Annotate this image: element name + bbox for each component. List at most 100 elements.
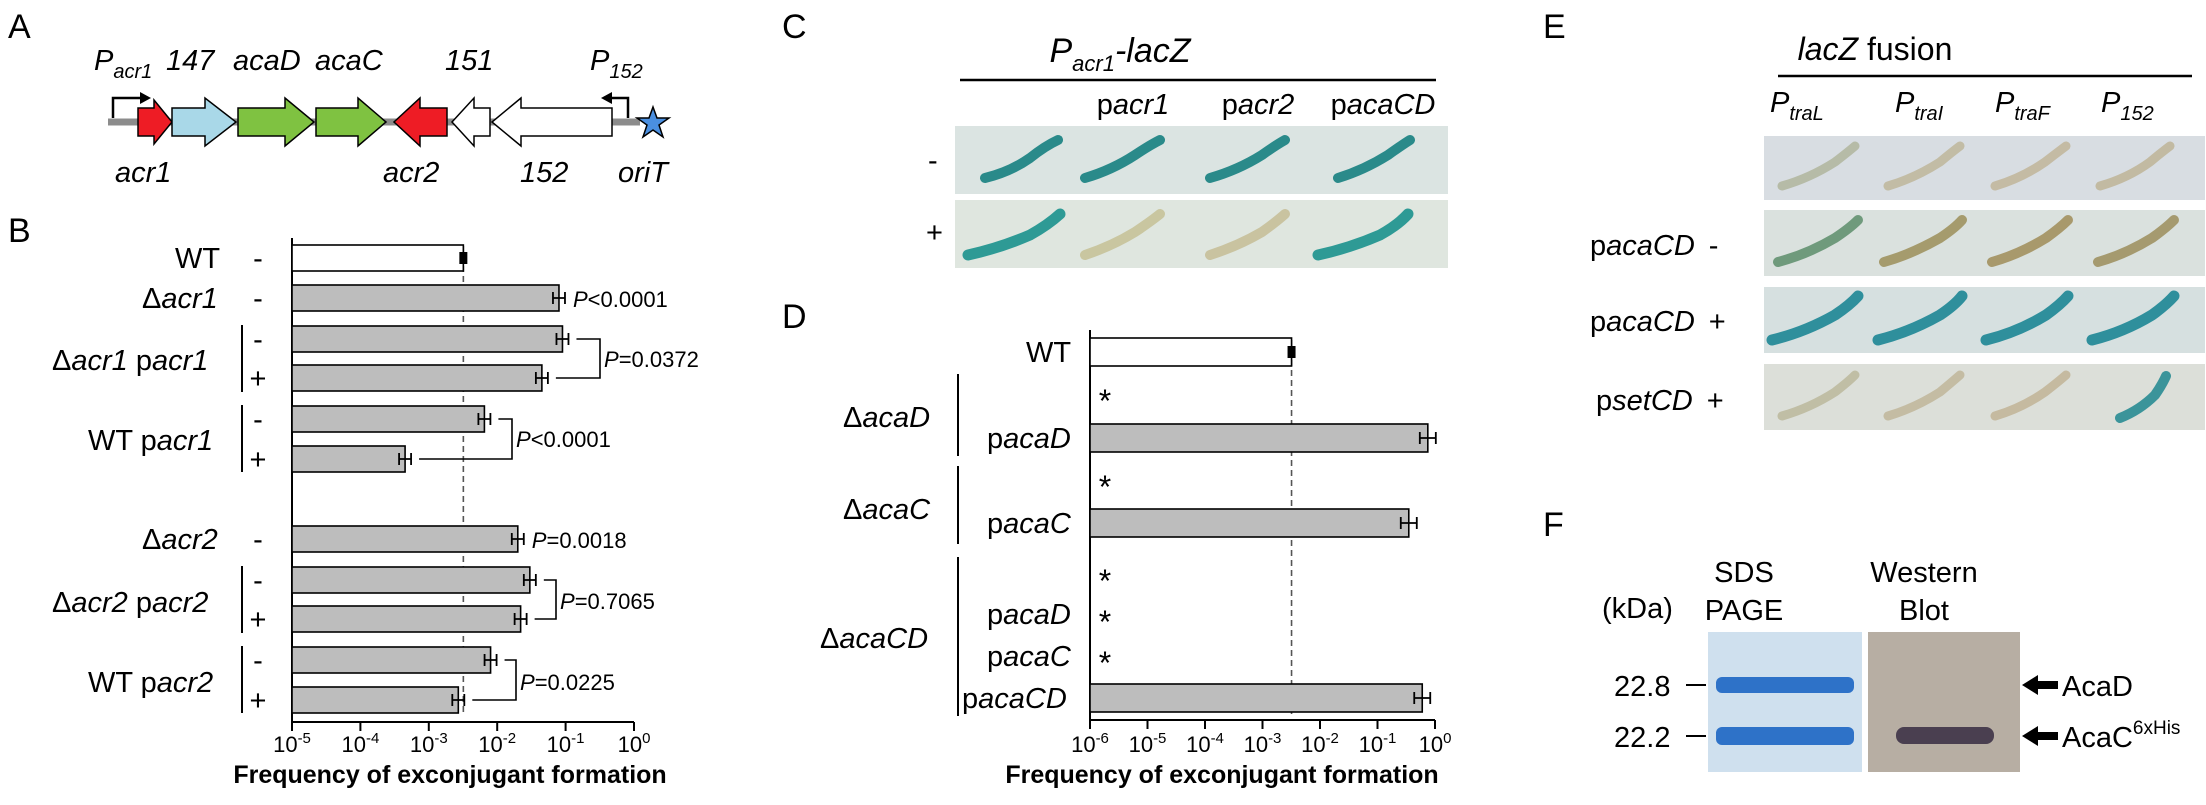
x-tick-label: 10-2: [1301, 730, 1339, 757]
colony-streak: [1777, 370, 1860, 421]
arrow-left-icon: [2022, 726, 2058, 746]
plate-row-e-pacacd-plus: [1764, 287, 2205, 353]
group-dacac: ΔacaC: [843, 494, 931, 526]
colony-streak: [2093, 215, 2179, 267]
colony-streak: [1990, 370, 2071, 421]
plate-row-e-pacacd-minus: [1764, 210, 2205, 276]
strain-dacr2-pacr2: Δacr2 pacr2: [52, 587, 208, 619]
label-gene-152: 152: [520, 157, 568, 189]
undetectable-star: *: [1099, 563, 1111, 599]
p-value-label: P=0.0225: [520, 670, 615, 695]
gene-acr1: [137, 97, 173, 147]
bar: [1089, 423, 1429, 453]
colony-streak: [1990, 141, 2071, 191]
undetectable-star: *: [1099, 645, 1111, 681]
undetectable-star: *: [1099, 604, 1111, 640]
promoter-arrow-acr1: [111, 96, 140, 118]
bar: [291, 445, 406, 473]
row-sign: -: [253, 565, 263, 597]
colony-streak: [1205, 135, 1290, 183]
plasmid-pacad: pacaD: [987, 599, 1071, 631]
label-gene-147: 147: [166, 45, 216, 77]
colony-streak: [1766, 290, 1864, 346]
group-dacad: ΔacaD: [843, 402, 930, 434]
band-label-acac: AcaC6xHis: [2062, 718, 2180, 754]
p-value-label: P<0.0001: [573, 287, 668, 312]
panel-letter-c: C: [782, 8, 807, 46]
row-label-pacacd-minus: pacaCD -: [1590, 230, 1718, 262]
gene-acr2: [392, 96, 448, 148]
x-tick-label: 10-5: [1129, 730, 1167, 757]
promoter-arrowhead-152: [601, 92, 612, 104]
label-promoter-acr1: Pacr1: [94, 45, 152, 83]
error-bar: [552, 292, 566, 304]
gene-151: [450, 96, 491, 148]
label-oriT: oriT: [618, 157, 670, 189]
strain-dacr2: Δacr2: [142, 524, 218, 556]
error-bar: [522, 574, 537, 586]
error-bar: [483, 654, 498, 666]
colony-streak: [1080, 209, 1165, 260]
error-bar: [534, 372, 549, 384]
label-gene-151: 151: [445, 45, 493, 77]
colony-streak: [1883, 141, 1965, 191]
row-sign: +: [250, 685, 267, 717]
label-gene-acr1: acr1: [115, 157, 171, 189]
col-header-ptraf: PtraF: [1995, 87, 2052, 125]
panel-e-title: lacZ fusion: [1798, 31, 1953, 67]
strain-wt-d: WT: [1026, 337, 1071, 369]
panel-letter-b: B: [8, 212, 31, 250]
colony-streak: [1879, 215, 1967, 267]
colony-streak: [1312, 208, 1414, 261]
panel-letter-d: D: [782, 298, 807, 336]
gene-147: [171, 96, 238, 148]
label-gene-acaD: acaD: [233, 45, 301, 77]
significance-bracket: [472, 659, 517, 701]
colony-streak: [2086, 290, 2180, 346]
x-tick-label: 10-6: [1071, 730, 1109, 757]
arrow-left-icon: [2022, 675, 2058, 695]
p-value-label: P=0.7065: [560, 589, 655, 614]
strain-wt: WT: [175, 243, 220, 275]
gene-152: [490, 96, 613, 148]
agar-plate: [1764, 136, 2205, 200]
error-bar: [555, 333, 570, 345]
row-sign: +: [250, 444, 267, 476]
sds-page-gel: [1708, 632, 1862, 772]
col-header-ptrai: PtraI: [1895, 87, 1944, 125]
group-dacacd: ΔacaCD: [820, 623, 928, 655]
bar: [291, 284, 560, 312]
row-sign-plus: +: [926, 217, 943, 249]
colony-streak: [980, 135, 1063, 183]
plasmid-pacac: pacaC: [987, 641, 1072, 673]
x-tick-label: 100: [1419, 730, 1452, 757]
bar: [291, 686, 460, 714]
col-header-pacr1: pacr1: [1097, 89, 1170, 121]
x-tick-label: 10-3: [1244, 730, 1282, 757]
marker-22-2: 22.2: [1614, 722, 1670, 754]
bar: [1089, 683, 1424, 713]
bar: [1089, 508, 1410, 538]
row-label-pacacd-plus: pacaCD +: [1590, 306, 1726, 338]
x-tick-label: 10-1: [547, 730, 585, 757]
x-axis-label-b: Frequency of exconjugant formation: [233, 761, 666, 789]
error-bar: [1418, 432, 1437, 444]
plate-row-e-psetcd-plus: [1764, 364, 2205, 430]
col-header-ptral: PtraL: [1770, 87, 1824, 125]
error-bar: [459, 252, 468, 264]
row-sign-minus: -: [928, 145, 938, 177]
error-bar: [1287, 346, 1296, 358]
x-tick-label: 10-2: [478, 730, 516, 757]
bar: [1089, 337, 1293, 367]
panel-c-title: Pacr1-lacZ: [1049, 32, 1191, 76]
gel-band-22-8: [1716, 677, 1854, 693]
error-bar: [513, 613, 528, 625]
significance-bracket: [419, 418, 513, 460]
p-value-label: P=0.0018: [532, 528, 627, 553]
row-sign: -: [253, 524, 263, 556]
error-bar: [398, 453, 412, 465]
x-tick-label: 10-5: [273, 730, 311, 757]
error-bar: [1399, 517, 1418, 529]
plate-row-c-plus: [955, 200, 1448, 268]
band-label-acad: AcaD: [2062, 671, 2133, 703]
